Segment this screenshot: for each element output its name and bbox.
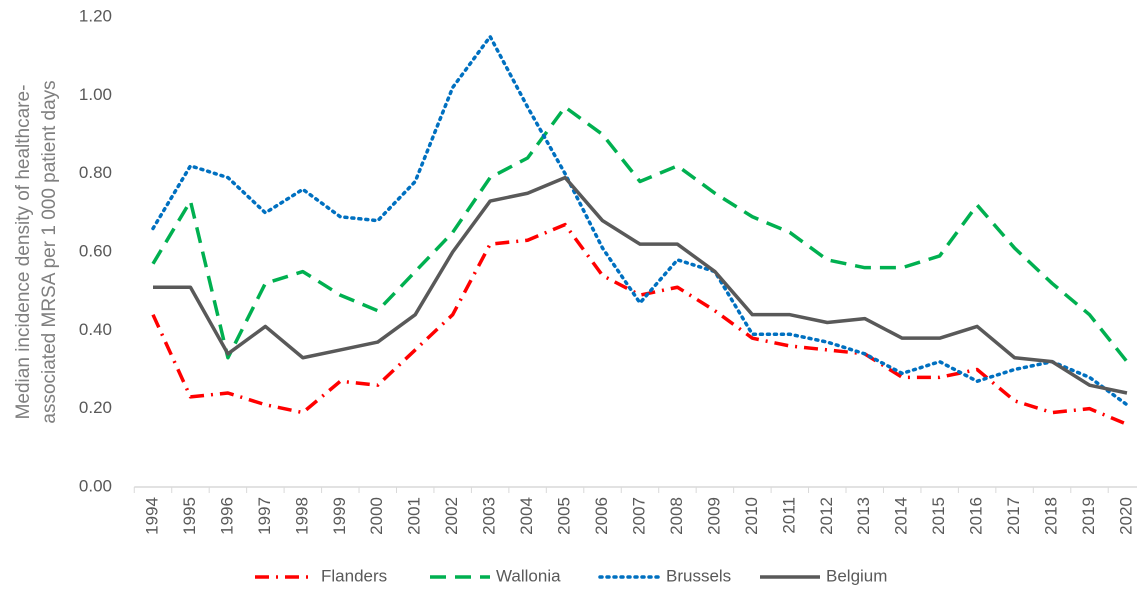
series-line <box>151 34 1129 407</box>
legend-label: Belgium <box>826 566 887 585</box>
x-tick-label: 2014 <box>892 497 911 535</box>
y-tick-label: 1.20 <box>79 6 112 25</box>
x-tick-label: 2001 <box>405 497 424 535</box>
x-tick-label: 2012 <box>817 497 836 535</box>
x-tick-label: 2019 <box>1079 497 1098 535</box>
x-tick-label: 2020 <box>1116 497 1135 535</box>
x-tick-label: 1997 <box>255 497 274 535</box>
x-tick-label: 1994 <box>142 497 161 535</box>
series-line <box>151 105 1129 363</box>
x-tick-label: 1996 <box>217 497 236 535</box>
y-axis-title: Median incidence density of healthcare- <box>13 85 34 420</box>
x-tick-label: 2008 <box>667 497 686 535</box>
x-tick-label: 2015 <box>929 497 948 535</box>
x-tick-label: 2003 <box>480 497 499 535</box>
x-tick-label: 2007 <box>629 497 648 535</box>
x-tick-label: 1998 <box>292 497 311 535</box>
x-tick-label: 1995 <box>180 497 199 535</box>
x-tick-label: 2004 <box>517 497 536 535</box>
x-tick-label: 2009 <box>704 497 723 535</box>
y-tick-label: 0.60 <box>79 241 112 260</box>
series-line <box>153 175 1128 395</box>
y-axis-title: associated MRSA per 1 000 patient days <box>39 80 60 423</box>
x-tick-label: 2011 <box>779 497 798 534</box>
legend-label: Brussels <box>666 566 731 585</box>
x-tick-label: 2010 <box>742 497 761 535</box>
x-tick-label: 1999 <box>330 497 349 535</box>
y-tick-label: 0.80 <box>79 163 112 182</box>
x-tick-label: 2006 <box>592 497 611 535</box>
x-tick-label: 2002 <box>442 497 461 535</box>
x-tick-label: 2017 <box>1004 497 1023 535</box>
x-tick-label: 2000 <box>367 497 386 535</box>
x-tick-label: 2013 <box>854 497 873 535</box>
legend-label: Flanders <box>321 566 387 585</box>
x-tick-label: 2016 <box>967 497 986 535</box>
y-tick-label: 0.40 <box>79 320 112 339</box>
series-line <box>151 222 1128 426</box>
x-tick-label: 2018 <box>1042 497 1061 535</box>
legend-label: Wallonia <box>496 566 561 585</box>
x-tick-label: 2005 <box>555 497 574 535</box>
y-tick-label: 0.00 <box>79 476 112 495</box>
y-tick-label: 1.00 <box>79 85 112 104</box>
y-tick-label: 0.20 <box>79 398 112 417</box>
